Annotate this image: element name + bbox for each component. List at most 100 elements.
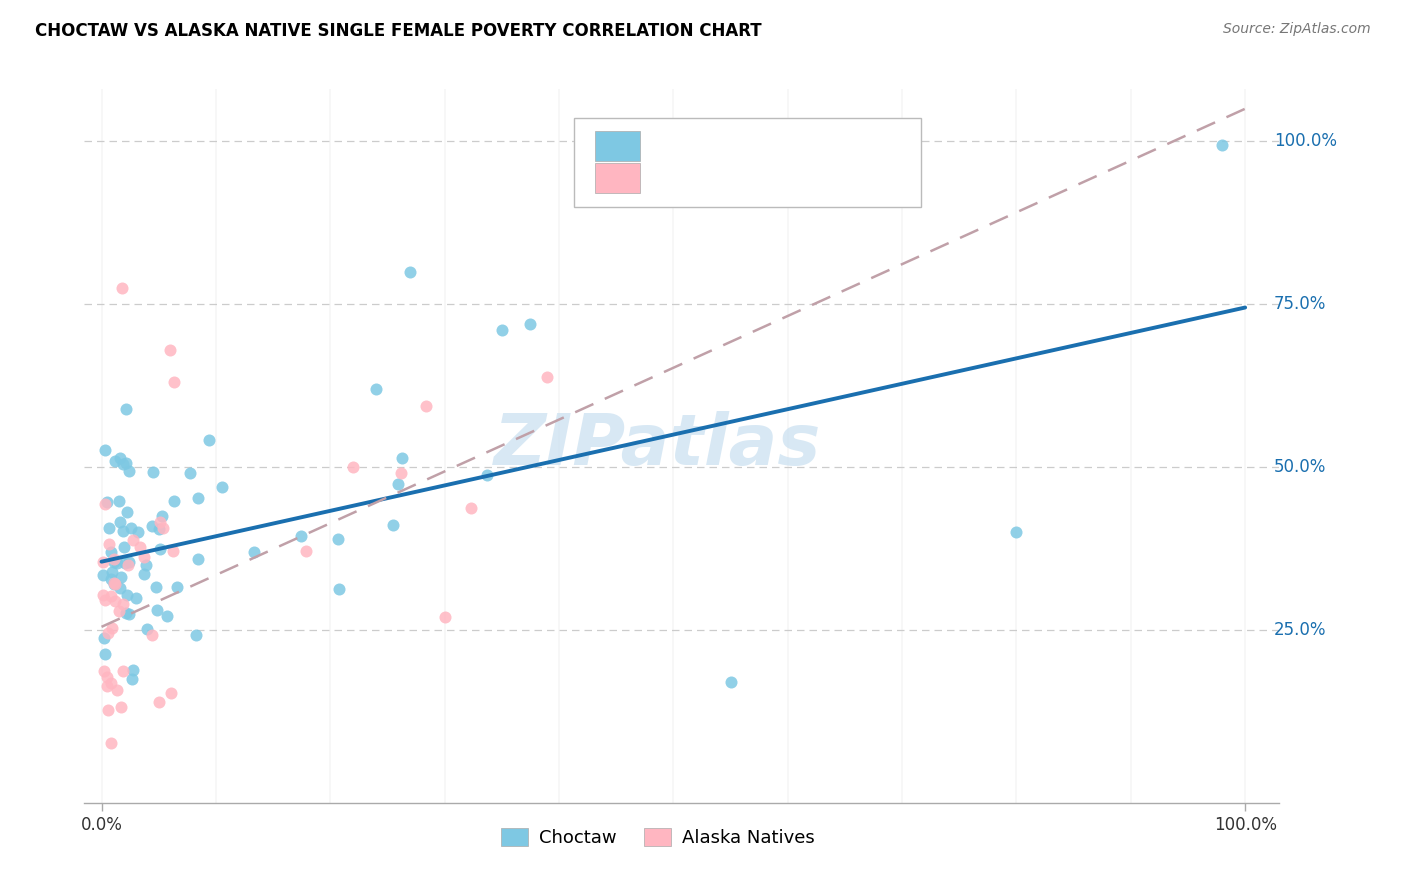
- Point: [326, 532, 349, 546]
- Point: [491, 323, 513, 337]
- Text: ZIPatlas: ZIPatlas: [495, 411, 821, 481]
- Point: [91, 568, 114, 582]
- Text: 100.0%: 100.0%: [1274, 132, 1337, 151]
- Point: [290, 529, 312, 543]
- Point: [387, 477, 409, 491]
- Point: [112, 540, 135, 554]
- Point: [103, 551, 125, 566]
- Point: [93, 593, 115, 607]
- Point: [114, 402, 136, 417]
- Point: [382, 517, 405, 532]
- Point: [115, 588, 138, 602]
- Point: [104, 577, 127, 591]
- Point: [186, 491, 208, 505]
- Point: [112, 457, 135, 471]
- Point: [433, 610, 456, 624]
- FancyBboxPatch shape: [595, 130, 640, 161]
- Point: [93, 648, 115, 662]
- Point: [111, 281, 134, 295]
- Point: [100, 736, 122, 750]
- Point: [97, 703, 120, 717]
- Point: [145, 580, 167, 594]
- Point: [117, 464, 139, 478]
- Point: [118, 607, 141, 621]
- Point: [460, 501, 482, 516]
- Point: [93, 631, 115, 645]
- Point: [100, 589, 122, 603]
- Point: [111, 524, 134, 539]
- Point: [101, 565, 124, 579]
- Point: [211, 480, 233, 494]
- Point: [103, 576, 125, 591]
- Point: [124, 591, 146, 605]
- Point: [187, 551, 209, 566]
- Point: [295, 544, 318, 558]
- Point: [122, 533, 145, 547]
- Point: [342, 460, 364, 475]
- Point: [105, 682, 128, 697]
- Point: [142, 466, 165, 480]
- Text: Source: ZipAtlas.com: Source: ZipAtlas.com: [1223, 22, 1371, 37]
- Point: [120, 521, 142, 535]
- Point: [136, 623, 159, 637]
- Point: [162, 544, 184, 558]
- Point: [108, 582, 131, 596]
- Point: [148, 695, 170, 709]
- Point: [197, 433, 219, 447]
- Point: [112, 598, 135, 612]
- Text: R = 0.259   N = 43: R = 0.259 N = 43: [658, 168, 828, 186]
- FancyBboxPatch shape: [575, 118, 921, 207]
- Point: [110, 700, 132, 714]
- Point: [96, 495, 118, 509]
- Legend: Choctaw, Alaska Natives: Choctaw, Alaska Natives: [494, 821, 823, 855]
- Point: [100, 572, 122, 586]
- Point: [94, 497, 117, 511]
- Point: [366, 382, 388, 396]
- Point: [118, 555, 141, 569]
- Point: [162, 376, 184, 390]
- Point: [146, 602, 169, 616]
- Point: [108, 450, 131, 465]
- Point: [96, 670, 118, 684]
- Point: [96, 679, 118, 693]
- Point: [91, 556, 114, 570]
- Text: 75.0%: 75.0%: [1274, 295, 1326, 313]
- Point: [186, 627, 208, 641]
- Point: [111, 664, 134, 678]
- Point: [141, 519, 163, 533]
- Point: [114, 556, 136, 570]
- Point: [150, 508, 173, 523]
- Point: [104, 594, 127, 608]
- Point: [93, 665, 115, 679]
- Point: [149, 542, 172, 557]
- Point: [117, 558, 139, 573]
- Point: [115, 606, 138, 620]
- Point: [100, 676, 122, 690]
- Point: [127, 524, 149, 539]
- Point: [391, 466, 413, 480]
- Point: [152, 521, 174, 535]
- Point: [391, 450, 413, 465]
- Point: [720, 675, 742, 690]
- Text: 50.0%: 50.0%: [1274, 458, 1326, 476]
- Point: [148, 522, 170, 536]
- Point: [1005, 525, 1028, 540]
- Text: CHOCTAW VS ALASKA NATIVE SINGLE FEMALE POVERTY CORRELATION CHART: CHOCTAW VS ALASKA NATIVE SINGLE FEMALE P…: [35, 22, 762, 40]
- Point: [91, 588, 114, 602]
- Point: [141, 628, 163, 642]
- Point: [163, 494, 186, 508]
- Point: [132, 549, 155, 564]
- Point: [100, 545, 122, 559]
- Text: 25.0%: 25.0%: [1274, 621, 1326, 639]
- Point: [117, 505, 139, 519]
- Point: [121, 672, 143, 686]
- Point: [328, 582, 350, 597]
- Point: [107, 605, 129, 619]
- Point: [156, 608, 179, 623]
- Point: [101, 621, 124, 635]
- Point: [475, 467, 498, 482]
- Point: [149, 515, 172, 529]
- Point: [104, 454, 127, 468]
- Point: [243, 545, 266, 559]
- Point: [93, 443, 115, 458]
